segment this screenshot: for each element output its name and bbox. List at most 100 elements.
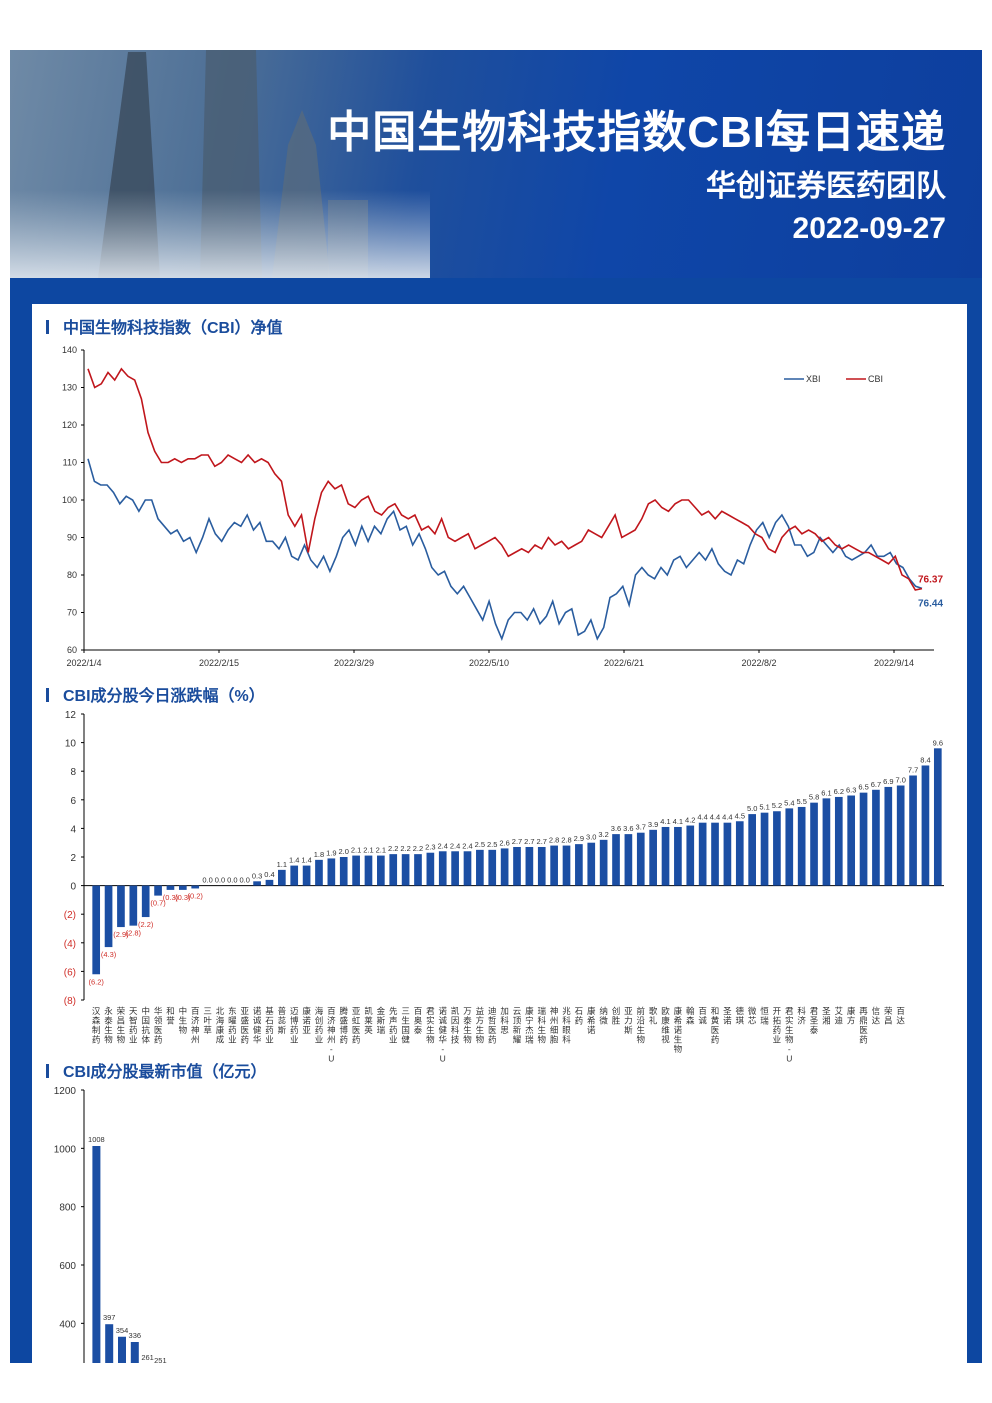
bar — [364, 855, 373, 886]
category-label: 君实生物-U — [785, 1006, 794, 1062]
bar-value-label: 3.2 — [598, 830, 608, 839]
x-tick-label: 2022/6/21 — [604, 658, 644, 668]
bar — [810, 802, 818, 886]
bar — [711, 822, 719, 886]
category-label: 迪哲医药 — [488, 1006, 497, 1045]
category-label: 加科思 — [500, 1006, 509, 1035]
bar-value-label: 2.0 — [339, 847, 349, 856]
bar — [624, 834, 633, 886]
y-tick-label: 110 — [63, 458, 77, 468]
bar-value-label: 2.1 — [351, 846, 361, 855]
category-label: 北海康成 — [216, 1006, 225, 1045]
x-tick-label: 2022/9/14 — [874, 658, 914, 668]
bar — [587, 842, 596, 886]
bar — [575, 844, 583, 886]
bar — [896, 785, 905, 886]
bar — [438, 851, 447, 886]
bar-value-label: 6.2 — [834, 787, 844, 796]
series-line-cbi — [87, 367, 923, 591]
bar — [612, 834, 620, 886]
team-name: 华创证券医药团队 — [706, 170, 946, 203]
bar-value-label: 6.5 — [858, 783, 868, 792]
bar-value-label: 4.4 — [697, 813, 707, 822]
category-label: 圣湘 — [822, 1006, 831, 1026]
bar-value-label: (2.2) — [138, 920, 154, 929]
bar-value-label: 2.6 — [499, 838, 509, 847]
bar-value-label: 4.1 — [660, 817, 670, 826]
skyline-image — [10, 50, 430, 278]
category-label: 石药 — [575, 1006, 584, 1026]
bar — [327, 858, 336, 886]
legend-label-xbi: XBI — [806, 374, 821, 384]
category-label: 百济神州 — [191, 1006, 200, 1045]
y-tick-label: 600 — [59, 1261, 76, 1272]
bar-value-label: 261 — [141, 1353, 154, 1362]
bar-value-label: 251 — [154, 1356, 167, 1363]
category-label: 康宁杰瑞 — [525, 1006, 534, 1045]
bar-value-label: 2.4 — [450, 841, 460, 850]
bar — [500, 848, 509, 886]
bar-value-label: 2.1 — [376, 846, 386, 855]
bar-value-label: 1.1 — [277, 860, 287, 869]
category-label: 天智药业 — [129, 1006, 138, 1045]
category-label: 艾迪 — [835, 1006, 844, 1026]
bar — [352, 855, 360, 886]
category-label: 康方 — [847, 1006, 856, 1026]
category-label: 诺诚健华-U — [438, 1006, 447, 1062]
bar — [760, 812, 769, 886]
bar — [773, 811, 781, 886]
x-tick-label: 2022/8/2 — [741, 658, 776, 668]
category-label: 华领医药 — [154, 1006, 163, 1045]
bar-value-label: 1.4 — [301, 856, 311, 865]
category-label: 中国抗体 — [141, 1006, 150, 1045]
y-tick-label: 10 — [65, 739, 77, 750]
bar — [735, 821, 744, 886]
x-tick-label: 2022/3/29 — [334, 658, 374, 668]
report-title: 中国生物科技指数CBI每日速递 — [327, 108, 946, 157]
bar — [834, 796, 843, 886]
bar-value-label: 3.6 — [611, 824, 621, 833]
y-tick-label: 1200 — [54, 1086, 77, 1097]
category-label: 纳微 — [599, 1006, 608, 1026]
bar — [537, 846, 546, 886]
bar-value-label: 5.2 — [772, 801, 782, 810]
bar-value-label: 336 — [129, 1331, 142, 1340]
bar-value-label: 0.0 — [202, 876, 212, 885]
category-label: 前沿生物 — [637, 1006, 646, 1045]
x-tick-label: 2022/5/10 — [469, 658, 509, 668]
category-label: 先声药业 — [389, 1006, 398, 1045]
category-label: 汉森制药 — [92, 1006, 101, 1045]
bar — [414, 854, 422, 886]
bar — [884, 786, 893, 886]
bar — [92, 885, 101, 975]
category-label: 君实生物 — [426, 1006, 435, 1045]
bar-value-label: 5.0 — [747, 804, 757, 813]
y-tick-label: 800 — [59, 1203, 76, 1214]
bar-value-label: 2.5 — [487, 840, 497, 849]
y-tick-label: 12 — [65, 710, 77, 721]
bar — [723, 822, 732, 886]
bar-value-label: (2.8) — [126, 929, 142, 938]
bar — [698, 822, 707, 886]
section-title-mktcap: CBI成分股最新市值（亿元） — [46, 1058, 267, 1082]
series-line-xbi — [87, 458, 923, 642]
bar-value-label: (2.9) — [113, 930, 129, 939]
category-label: 康诺亚 — [302, 1006, 311, 1035]
y-tick-label: 400 — [59, 1319, 76, 1330]
bar — [315, 859, 323, 886]
category-label: 亚盛医药 — [240, 1006, 249, 1045]
bar — [488, 849, 497, 886]
bar — [785, 808, 794, 886]
bar-value-label: 1.9 — [326, 848, 336, 857]
bar-value-label: 5.5 — [796, 797, 806, 806]
category-label: 兆科眼科 — [562, 1006, 571, 1045]
bar — [178, 885, 187, 890]
bar-value-label: 4.4 — [722, 813, 732, 822]
category-label: 百诚 — [698, 1006, 707, 1026]
bar — [525, 846, 534, 886]
category-label: 德琪 — [736, 1006, 745, 1026]
bar-value-label: 1.8 — [314, 850, 324, 859]
bar — [686, 825, 695, 886]
bar — [599, 839, 608, 886]
bar-value-label: 2.5 — [475, 840, 485, 849]
